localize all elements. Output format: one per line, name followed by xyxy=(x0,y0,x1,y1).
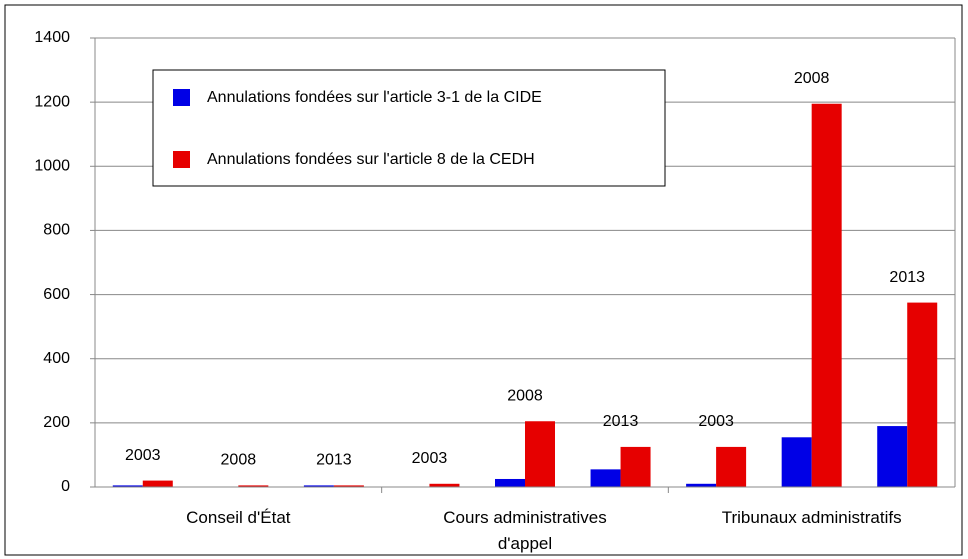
y-tick-label: 0 xyxy=(61,478,70,495)
year-label: 2013 xyxy=(603,413,639,430)
legend-label: Annulations fondées sur l'article 3-1 de… xyxy=(207,89,542,106)
year-label: 2008 xyxy=(794,70,830,87)
year-label: 2013 xyxy=(316,452,352,469)
legend-swatch xyxy=(173,89,190,106)
bar xyxy=(877,426,908,487)
bar xyxy=(238,485,269,487)
bar xyxy=(590,469,621,487)
bar xyxy=(495,478,525,487)
year-label: 2003 xyxy=(698,413,734,430)
bar xyxy=(112,485,143,487)
group-label-box: Cours administratives d'appel xyxy=(443,508,607,553)
y-tick-label: 1400 xyxy=(34,29,70,46)
year-label: 2003 xyxy=(412,450,448,467)
bar xyxy=(525,421,555,487)
group-label: Conseil d'État xyxy=(186,508,291,527)
year-label: 2003 xyxy=(125,447,161,464)
bar xyxy=(781,437,812,487)
y-tick-label: 400 xyxy=(43,350,70,367)
bar xyxy=(429,483,460,487)
bar xyxy=(303,485,334,487)
year-label: 2013 xyxy=(889,269,925,286)
bar xyxy=(907,302,938,487)
legend-swatch xyxy=(173,151,190,168)
year-label: 2008 xyxy=(221,452,257,469)
bar xyxy=(686,483,717,487)
group-label-box: Conseil d'État xyxy=(186,508,291,527)
group-label: Tribunaux administratifs xyxy=(721,508,902,527)
legend-box xyxy=(152,69,666,187)
bar xyxy=(142,480,173,487)
y-tick-label: 800 xyxy=(43,222,70,239)
bar xyxy=(620,446,651,487)
year-label: 2008 xyxy=(507,387,543,404)
y-tick-label: 200 xyxy=(43,414,70,431)
group-label-box: Tribunaux administratifs xyxy=(721,508,902,527)
bar xyxy=(333,485,364,487)
y-tick-label: 1000 xyxy=(34,158,70,175)
y-tick-label: 1200 xyxy=(34,93,70,110)
y-tick-label: 600 xyxy=(43,286,70,303)
bar xyxy=(811,103,842,487)
group-label: Cours administratives d'appel xyxy=(443,508,607,553)
bar xyxy=(716,446,747,487)
legend-label: Annulations fondées sur l'article 8 de l… xyxy=(207,151,535,168)
